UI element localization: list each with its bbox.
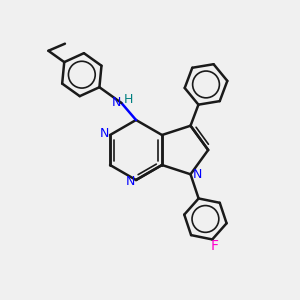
Text: H: H xyxy=(123,93,133,106)
Text: N: N xyxy=(126,175,135,188)
Text: N: N xyxy=(192,168,202,181)
Text: N: N xyxy=(112,96,122,109)
Text: N: N xyxy=(100,127,109,140)
Text: F: F xyxy=(210,239,218,253)
